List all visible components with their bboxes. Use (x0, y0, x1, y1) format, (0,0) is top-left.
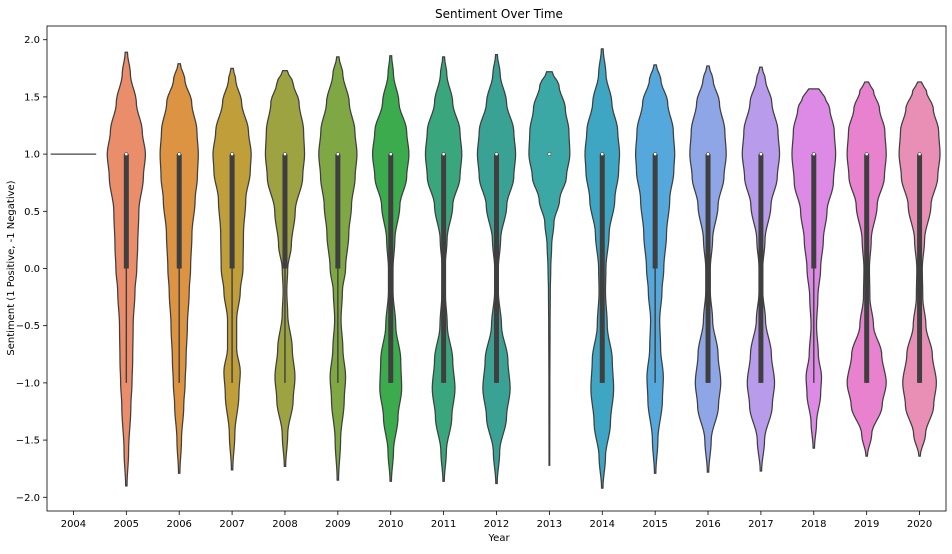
median-dot-2012 (494, 152, 499, 157)
x-axis-label: Year (487, 533, 510, 544)
inner-boxes (123, 152, 923, 383)
median-dot-2019 (864, 152, 869, 157)
median-dot-2009 (335, 152, 340, 157)
y-tick-label: 1.5 (24, 92, 40, 103)
x-tick-label: 2020 (907, 519, 932, 530)
x-tick-label: 2008 (272, 519, 297, 530)
median-dot-2010 (388, 152, 393, 157)
median-dot-2015 (653, 152, 658, 157)
x-tick-label: 2012 (484, 519, 509, 530)
median-dot-2016 (706, 152, 710, 157)
median-dot-2014 (600, 152, 605, 157)
y-tick-label: −2.0 (16, 493, 40, 504)
y-tick-label: −1.0 (16, 378, 40, 389)
median-dot-2017 (759, 152, 763, 157)
median-dot-2018 (811, 152, 816, 157)
x-tick-label: 2011 (431, 519, 456, 530)
median-dot-2007 (230, 152, 234, 157)
x-tick-label: 2013 (537, 519, 562, 530)
median-dot-2005 (124, 152, 129, 157)
axes: −2.0 −1.5 −1.0 −0.5 0.0 0.5 1.0 1.5 2.0 2004 2005 2… (16, 25, 947, 530)
median-dot-2013 (547, 152, 552, 157)
x-tick-label: 2017 (748, 519, 773, 530)
x-tick-label: 2014 (590, 519, 615, 530)
y-tick-label: 0.5 (24, 207, 40, 218)
y-tick-label: −1.5 (16, 436, 40, 447)
y-tick-label: 0.0 (24, 264, 40, 275)
x-tick-label: 2006 (166, 519, 191, 530)
x-tick-label: 2004 (61, 519, 86, 530)
y-tick-label: −0.5 (16, 321, 40, 332)
chart-title: Sentiment Over Time (435, 7, 563, 21)
median-dot-2008 (283, 152, 287, 157)
x-tick-label: 2005 (114, 519, 139, 530)
median-dot-2011 (441, 152, 446, 157)
x-tick-label: 2018 (801, 519, 826, 530)
y-tick-label: 2.0 (24, 35, 40, 46)
median-dot-2006 (177, 152, 182, 157)
violin-2013 (528, 71, 571, 466)
x-tick-label: 2015 (642, 519, 667, 530)
y-tick-label: 1.0 (24, 150, 40, 161)
x-tick-label: 2007 (219, 519, 244, 530)
x-tick-label: 2010 (378, 519, 403, 530)
x-tick-label: 2009 (325, 519, 350, 530)
x-tick-label: 2016 (695, 519, 720, 530)
x-tick-label: 2019 (854, 519, 879, 530)
median-dot-2020 (917, 152, 922, 157)
y-axis-label: Sentiment (1 Positive, -1 Negative) (6, 180, 17, 355)
